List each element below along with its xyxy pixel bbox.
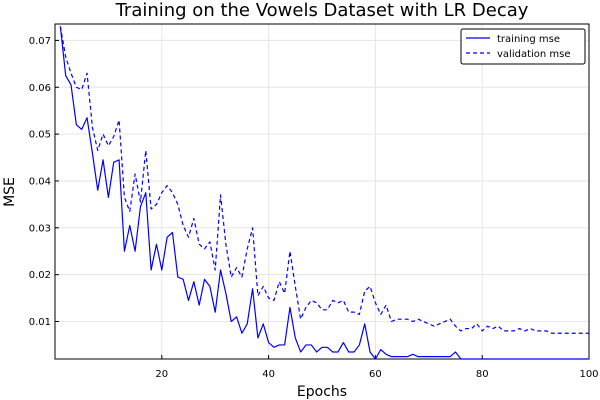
legend-box <box>460 28 586 65</box>
x-axis-label: Epochs <box>297 384 347 400</box>
legend: training mse validation mse <box>460 28 586 65</box>
series-layer <box>59 26 589 360</box>
y-tick-label: 0.04 <box>29 176 51 187</box>
y-axis-label: MSE <box>2 177 18 207</box>
tick-labels: 20 40 60 80 100 0.01 0.02 0.03 0.04 0.05 0.06 0.07 <box>29 36 599 380</box>
legend-label-validation: validation mse <box>497 49 571 60</box>
training-mse-line <box>59 26 589 360</box>
y-tick-label: 0.05 <box>29 130 51 141</box>
x-tick-label: 20 <box>155 369 168 380</box>
x-tick-label: 40 <box>262 369 275 380</box>
legend-label-training: training mse <box>497 34 560 45</box>
y-tick-label: 0.06 <box>29 83 51 94</box>
y-tick-label: 0.02 <box>29 270 51 281</box>
y-tick-label: 0.03 <box>29 223 51 234</box>
x-tick-label: 80 <box>476 369 489 380</box>
y-tick-label: 0.07 <box>29 36 51 47</box>
chart-title: Training on the Vowels Dataset with LR D… <box>115 0 529 21</box>
validation-mse-line <box>59 26 589 334</box>
x-tick-label: 60 <box>369 369 382 380</box>
y-tick-label: 0.01 <box>29 317 51 328</box>
x-tick-label: 100 <box>579 369 598 380</box>
grid <box>55 24 590 359</box>
plot-frame <box>54 23 590 360</box>
